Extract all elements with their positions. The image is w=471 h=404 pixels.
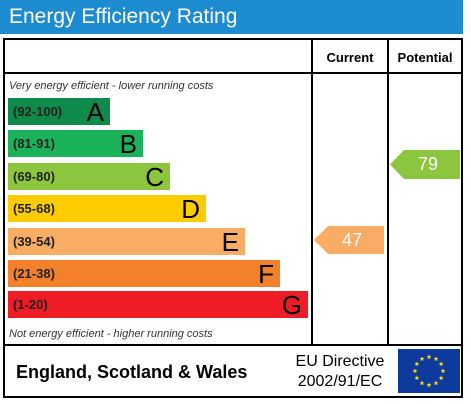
band-letter: G	[281, 290, 302, 320]
eu-directive: EU Directive 2002/91/EC	[286, 352, 394, 392]
band-range-label: (55-68)	[13, 201, 55, 216]
chart-title: Energy Efficiency Rating	[9, 5, 238, 28]
header-divider	[3, 72, 463, 74]
band-f: (21-38) F	[8, 259, 280, 289]
band-c: (69-80) C	[8, 162, 170, 192]
eu-star-icon	[438, 375, 444, 381]
note-bottom: Not energy efficient - higher running co…	[9, 328, 213, 340]
band-range-label: (1-20)	[13, 297, 48, 312]
band-range-label: (81-91)	[13, 136, 55, 151]
potential-rating-value: 79	[417, 154, 439, 174]
band-letter: B	[119, 129, 137, 159]
band-range-label: (21-38)	[13, 266, 55, 281]
band-letter: C	[145, 162, 164, 192]
band-a: (92-100) A	[8, 97, 110, 127]
eu-star-icon	[426, 382, 432, 388]
current-arrow-shape	[314, 226, 384, 254]
eu-star-icon	[419, 356, 425, 361]
title-bar: Energy Efficiency Rating	[0, 0, 463, 34]
current-column-header: Current	[326, 50, 374, 65]
current-rating-arrow: 47	[314, 226, 384, 254]
region-label: England, Scotland & Wales	[16, 362, 248, 382]
eu-star-icon	[426, 354, 432, 360]
eu-star-icon	[433, 356, 439, 361]
eu-star-icon	[419, 380, 425, 386]
band-letter: D	[181, 194, 200, 224]
band-d: (55-68) D	[8, 194, 206, 224]
column-divider-current	[311, 38, 313, 346]
band-letter: F	[258, 259, 274, 289]
eu-directive-line1: EU Directive	[295, 353, 385, 370]
eu-star-icon	[414, 361, 420, 367]
eu-star-icon	[433, 380, 439, 386]
eu-star-icon	[438, 361, 444, 367]
potential-column-header: Potential	[397, 50, 453, 65]
eu-directive-line2: 2002/91/EC	[297, 373, 383, 390]
footer-divider	[3, 344, 463, 346]
eu-star-icon	[412, 368, 418, 374]
eu-stars-icon	[412, 354, 446, 388]
rating-frame	[3, 38, 463, 398]
eu-star-icon	[440, 368, 446, 374]
current-rating-value: 47	[341, 229, 363, 250]
band-range-label: (69-80)	[13, 169, 55, 184]
band-letter: A	[86, 97, 104, 127]
eu-flag-icon	[398, 349, 460, 393]
potential-arrow-shape	[390, 150, 460, 179]
band-range-label: (92-100)	[13, 104, 63, 119]
band-e: (39-54) E	[8, 227, 245, 257]
eu-star-icon	[414, 375, 420, 381]
band-b: (81-91) B	[8, 129, 143, 159]
band-g: (1-20) G	[8, 290, 308, 320]
column-divider-potential	[387, 38, 389, 346]
band-letter: E	[221, 227, 239, 257]
note-top: Very energy efficient - lower running co…	[9, 80, 214, 92]
band-range-label: (39-54)	[13, 234, 55, 249]
potential-rating-arrow: 79	[390, 150, 460, 179]
